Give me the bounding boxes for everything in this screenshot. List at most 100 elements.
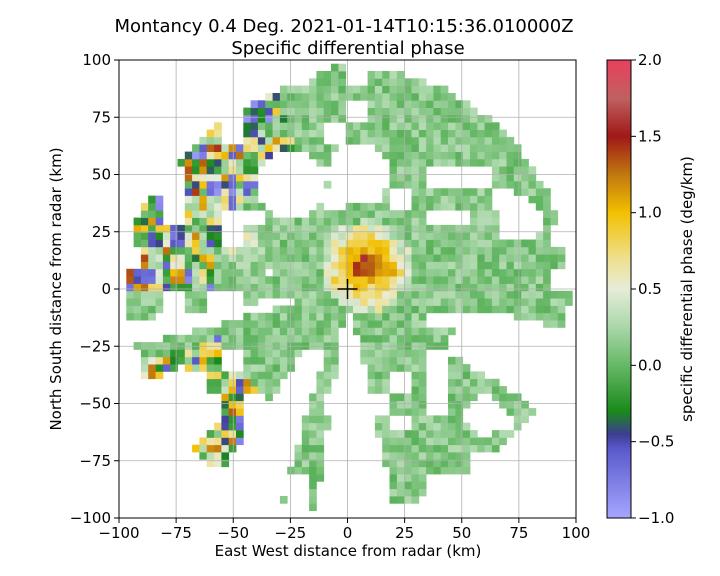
- radar-gate: [389, 210, 398, 218]
- radar-gate: [411, 364, 420, 372]
- colorbar-tick-label: 0.0: [638, 356, 662, 374]
- radar-gate: [309, 276, 317, 284]
- radar-gate: [236, 393, 244, 402]
- radar-gate: [382, 415, 390, 424]
- radar-gate: [455, 393, 464, 402]
- radar-gate: [382, 298, 390, 306]
- radar-gate: [418, 422, 427, 431]
- radar-gate: [455, 452, 464, 460]
- radar-gate: [265, 93, 273, 101]
- radar-gate: [440, 466, 449, 475]
- radar-gate: [272, 268, 281, 277]
- radar-gate: [521, 158, 529, 167]
- radar-gate: [418, 437, 427, 446]
- radar-gate: [301, 327, 310, 336]
- colorbar-tick-label: −1.0: [638, 509, 674, 527]
- radar-gate: [433, 115, 442, 123]
- radar-gate: [206, 327, 215, 336]
- radar-gate: [404, 320, 412, 328]
- radar-gate: [214, 173, 222, 182]
- radar-gate: [294, 85, 303, 94]
- radar-gate: [353, 254, 361, 262]
- radar-gate: [448, 386, 456, 394]
- radar-gate: [221, 408, 230, 416]
- radar-gate: [214, 217, 222, 226]
- radar-gate: [491, 136, 500, 145]
- radar-gate: [338, 268, 347, 277]
- radar-gate: [221, 202, 230, 211]
- radar-gate: [316, 78, 325, 86]
- radar-gate: [382, 107, 390, 116]
- radar-gate: [221, 437, 230, 446]
- radar-gate: [221, 188, 230, 196]
- radar-gate: [396, 151, 405, 160]
- radar-gate: [155, 254, 164, 262]
- radar-gate: [396, 474, 405, 482]
- radar-gate: [521, 268, 529, 277]
- radar-location-marker: [337, 279, 358, 299]
- radar-gate: [301, 452, 310, 460]
- radar-gate: [279, 254, 288, 262]
- radar-gate: [433, 93, 442, 101]
- radar-gate: [345, 261, 354, 270]
- radar-gate: [448, 188, 456, 196]
- radar-gate: [528, 261, 537, 270]
- radar-gate: [411, 452, 420, 460]
- radar-gate: [257, 107, 266, 116]
- radar-gate: [323, 312, 332, 321]
- radar-gate: [206, 224, 215, 233]
- radar-gate: [367, 129, 376, 138]
- radar-gate: [345, 305, 354, 314]
- radar-gate: [382, 217, 390, 226]
- radar-gate: [513, 188, 522, 196]
- radar-gate: [477, 122, 485, 130]
- radar-gate: [206, 268, 215, 277]
- radar-gate: [250, 107, 259, 116]
- radar-gate: [382, 290, 390, 299]
- radar-gate: [148, 202, 156, 211]
- radar-gate: [360, 93, 368, 101]
- radar-gate: [214, 224, 222, 233]
- radar-gate: [418, 400, 427, 409]
- radar-gate: [345, 254, 354, 262]
- radar-gate: [418, 349, 427, 358]
- radar-gate: [148, 283, 156, 292]
- radar-gate: [418, 371, 427, 380]
- radar-gate: [331, 232, 339, 240]
- radar-gate: [411, 202, 420, 211]
- radar-gate: [491, 268, 500, 277]
- radar-gate: [345, 122, 354, 130]
- radar-gate: [389, 334, 398, 343]
- radar-gate: [221, 158, 230, 167]
- radar-gate: [382, 151, 390, 160]
- radar-gate: [455, 459, 464, 468]
- radar-gate: [374, 246, 383, 255]
- radar-gate: [192, 254, 200, 262]
- radar-gate: [236, 400, 244, 409]
- radar-gate: [214, 129, 222, 138]
- radar-gate: [367, 246, 376, 255]
- radar-gate: [411, 305, 420, 314]
- radar-gate: [323, 71, 332, 79]
- radar-gate: [535, 202, 544, 211]
- radar-gate: [506, 393, 515, 402]
- radar-gate: [155, 268, 164, 277]
- radar-gate: [389, 349, 398, 358]
- radar-gate: [513, 261, 522, 270]
- radar-gate: [309, 437, 317, 446]
- radar-gate: [440, 276, 449, 284]
- radar-gate: [557, 312, 566, 321]
- radar-gate: [243, 107, 251, 116]
- radar-gate: [550, 210, 559, 218]
- radar-gate: [140, 371, 149, 380]
- radar-gate: [192, 210, 200, 218]
- radar-gate: [543, 312, 551, 321]
- radar-gate: [272, 254, 281, 262]
- radar-gate: [396, 408, 405, 416]
- radar-gate: [404, 393, 412, 402]
- radar-gate: [331, 63, 339, 72]
- radar-gate: [477, 298, 485, 306]
- radar-gate: [455, 305, 464, 314]
- radar-gate: [411, 356, 420, 365]
- radar-gate: [316, 393, 325, 402]
